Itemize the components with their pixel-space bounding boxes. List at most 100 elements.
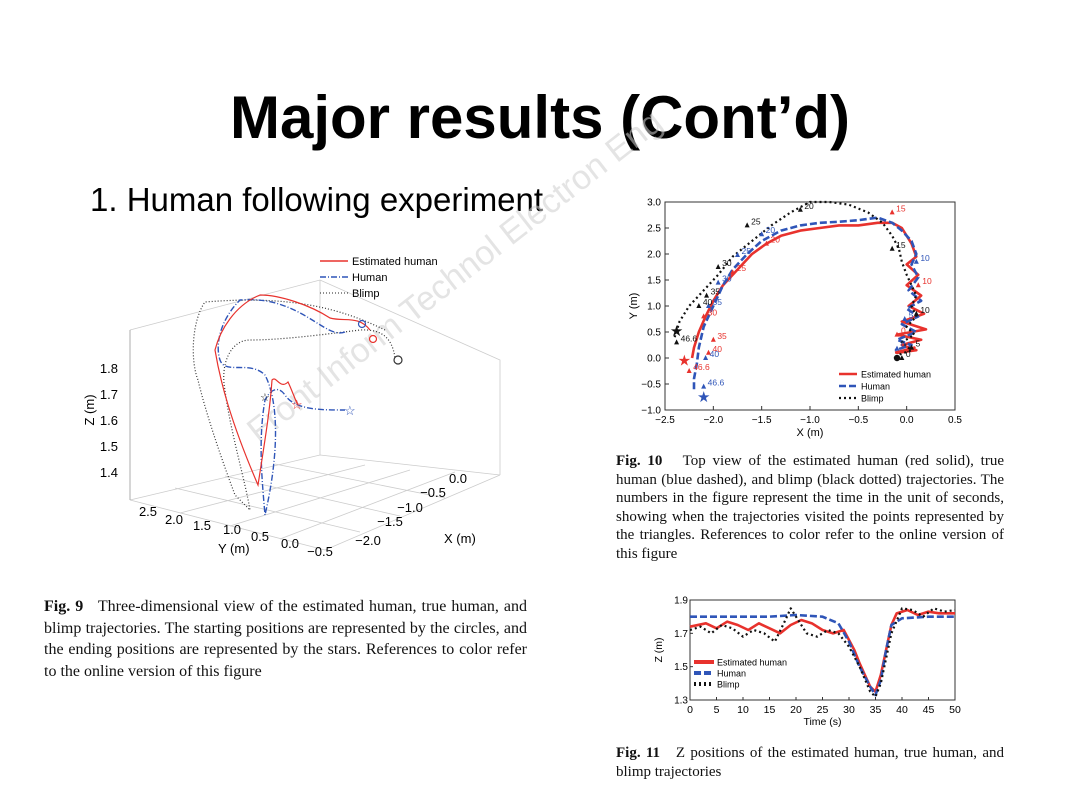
blimp-time-label: 30 [722,258,732,268]
y-tick-label: 1.5 [674,662,688,673]
blimp-time-label: 25 [751,216,761,226]
estimated-human-line [690,221,928,359]
axes: −2.5 −2.0 −1.5 −1.0 −0.5 0.0 0.5 −1.0 −0.5 0.0 0.5… [628,198,962,440]
grid-line [274,463,446,499]
y-tick-label: 2.0 [647,250,661,261]
x-tick-label: 30 [843,704,855,716]
point-labels: 1510202530354046.60202530354046.61050202… [670,201,932,406]
figure-11-z-positions: 0 5 10 15 20 25 30 35 40 45 50 1.3 1.5 1.7 1.9 Time (s)… [653,596,961,729]
blimp-end-star: ★ [670,323,683,340]
estimated-triangle-marker [706,349,711,355]
y-tick-label: 1.7 [674,629,688,640]
figure-11-caption-text: Z positions of the estimated human, true… [616,745,1004,780]
grid-line [279,471,456,540]
estimated-time-label: 30 [708,307,718,317]
axes-box [129,279,501,551]
x-tick-label: −2.5 [655,415,675,426]
blimp-end-star: ☆ [260,392,270,404]
blimp-start-circle [393,355,403,365]
y-tick-label: 1.5 [193,518,211,533]
y-tick-label: 1.0 [647,302,661,313]
estimated-triangle-marker [764,240,769,246]
estimated-time-label: 10 [922,276,932,286]
z-tick-label: 1.7 [100,387,118,402]
estimated-time-label: 40 [713,344,723,354]
y-tick-label: 2.0 [165,512,183,527]
figure-9-3d-plot: Estimated human Human Blimp 1.8 1.7 1.6 … [82,256,501,559]
blimp-line [673,200,918,357]
human-time-label: 35 [713,297,723,307]
slide-subtitle: 1. Human following experiment [90,181,544,218]
y-tick-label: 3.0 [647,198,661,209]
y-tick-label: 0.5 [647,328,661,339]
estimated-start-circle [368,334,378,344]
legend-estimated-human-label: Estimated human [717,658,787,668]
estimated-triangle-marker [710,336,716,342]
blimp-time-label: 46.6 [681,333,698,343]
legend: Estimated human Human Blimp [320,256,438,300]
human-time-label: 10 [920,253,930,263]
estimated-time-label: 0 [901,326,906,336]
legend-blimp-label: Blimp [352,288,380,300]
estimated-time-label: 46.6 [693,362,710,372]
human-triangle-marker [706,303,711,308]
estimated-time-label: 35 [717,331,727,341]
legend-human-label: Human [352,272,387,284]
human-time-label: 20 [766,225,776,235]
series [689,607,956,698]
figure-11-caption-label: Fig. 11 [616,745,661,761]
human-triangle-marker [701,383,707,389]
x-tick-label: 0.0 [900,415,914,426]
x-axis-label: Time (s) [803,716,841,728]
z-axis-label: Z (m) [82,394,97,425]
y-axis-label: Y (m) [628,293,640,320]
axes: 0 5 10 15 20 25 30 35 40 45 50 1.3 1.5 1.7 1.9 Time (s)… [653,596,961,729]
human-triangle-marker [735,252,740,258]
blimp-triangle-marker [715,264,721,269]
y-axis-label: Z (m) [653,637,665,662]
blimp-time-label: 35 [711,287,721,297]
x-tick-label: −1.5 [752,415,772,426]
human-triangle-marker [703,355,709,360]
blimp-triangle-marker [909,344,914,350]
z-tick-label: 1.8 [100,361,118,376]
human-time-label: 0 [901,340,906,350]
human-line [692,216,923,390]
estimated-triangle-marker [686,368,692,373]
x-tick-label: 35 [870,704,882,716]
human-triangle-marker [715,279,721,285]
z-tick-labels: 1.8 1.7 1.6 1.5 1.4 [100,361,118,480]
x-tick-label: 5 [714,704,720,716]
y-tick-label: 0.0 [647,354,661,365]
grid-line [174,487,361,533]
blimp-triangle-marker [889,245,895,251]
series [673,200,928,390]
y-tick-label: 0.0 [281,536,299,551]
slide-title: Major results (Cont’d) [229,84,850,151]
blimp-time-label: 5 [916,339,921,349]
blimp-triangle-marker [913,310,919,316]
start-marker [893,354,901,362]
x-tick-label: −1.0 [800,415,820,426]
legend-estimated-human-label: Estimated human [861,370,931,380]
y-axis-label: Y (m) [218,541,250,556]
blimp-triangle-marker [899,355,905,360]
x-axis-label: X (m) [797,427,824,439]
x-tick-label: 50 [949,704,961,716]
x-tick-label: 0.0 [449,471,467,486]
figure-10-caption: Fig. 10 Top view of the estimated human … [616,452,1004,563]
x-tick-label: 40 [896,704,908,716]
x-tick-label: −0.5 [420,485,446,500]
y-tick-label: 2.5 [647,224,661,235]
x-tick-label: 20 [790,704,802,716]
blimp-triangle-marker [704,292,710,298]
z-tick-label: 1.4 [100,465,118,480]
y-tick-label: 1.9 [674,596,688,607]
grid-line [224,475,401,517]
blimp-z-line [689,607,956,698]
blimp-triangle-marker [696,303,702,308]
blimp-time-label: 15 [896,240,906,250]
human-triangle-marker [913,258,919,264]
human-triangle-marker [902,316,908,321]
